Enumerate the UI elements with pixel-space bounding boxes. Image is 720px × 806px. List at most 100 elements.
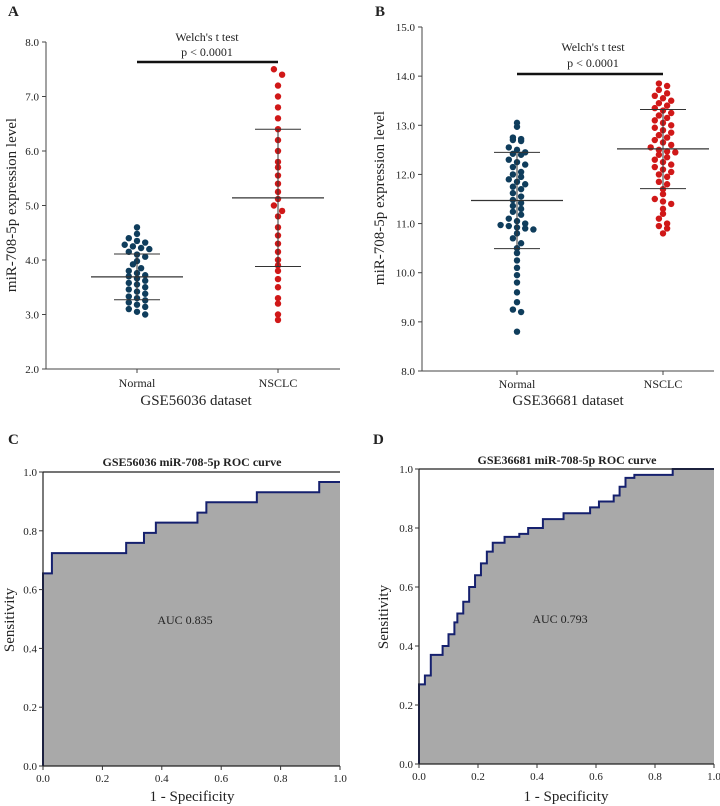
panel-d-xtick-label: 0.6: [589, 771, 603, 783]
panel-b-data-point: [655, 99, 663, 107]
panel-c-xtick-label: 0.0: [36, 773, 50, 785]
panel-a-ytick-label: 5.0: [25, 201, 39, 213]
panel-b-data-point: [505, 144, 512, 151]
panel-letter-a: A: [8, 4, 19, 20]
panel-a-data-point: [274, 267, 282, 275]
panel-b-data-point: [672, 149, 679, 156]
panel-d-xtick-label: 0.2: [471, 771, 485, 783]
panel-b-data-point: [513, 299, 521, 306]
panel-b-data-point: [513, 271, 521, 279]
panel-b-data-point: [509, 208, 517, 215]
panel-c-ytick-label: 0.8: [23, 526, 37, 538]
panel-b-data-point: [530, 226, 537, 233]
panel-c-roc-line: [42, 480, 340, 766]
panel-b-data-point: [517, 193, 525, 200]
panel-b-data-point: [513, 279, 521, 286]
panel-a-nsclc-group: [232, 66, 324, 324]
panel-a-ytick-label: 2.0: [25, 364, 39, 376]
panel-b-data-point: [655, 222, 663, 230]
panel-letter-c: C: [8, 432, 19, 448]
panel-a-data-point: [125, 286, 132, 293]
panel-b-data-point: [655, 171, 663, 178]
panel-a-ytick-label: 7.0: [25, 92, 39, 104]
panel-b-data-point: [659, 205, 667, 213]
panel-b-data-point: [517, 173, 525, 181]
panel-b-data-point: [517, 205, 525, 213]
panel-b-data-point: [651, 163, 658, 171]
panel-b-data-point: [655, 86, 663, 94]
panel-a-data-point: [125, 248, 132, 256]
panel-a-data-point: [133, 230, 141, 238]
panel-b-category-nsclc: NSCLC: [644, 377, 683, 391]
panel-b-data-point: [509, 171, 517, 178]
panel-b-data-point: [522, 220, 529, 227]
panel-b-data-point: [509, 163, 517, 171]
panel-a-data-point: [270, 66, 278, 73]
panel-a-category-nsclc: NSCLC: [259, 376, 298, 390]
panel-a-normal-group: [91, 224, 183, 318]
panel-a-data-point: [133, 224, 141, 231]
panel-b: B miR-708-5p expression level 8.0 9.0 10.0…: [372, 4, 714, 409]
panel-c-ytick-label: 1.0: [23, 467, 37, 479]
panel-d-ytick-label: 0.6: [399, 582, 413, 594]
panel-a-data-point: [142, 277, 149, 284]
panel-d-ytick-label: 0.4: [399, 641, 413, 653]
panel-d-xlabel: 1 - Specificity: [524, 789, 609, 805]
panel-d-ytick-label: 0.8: [399, 523, 413, 535]
panel-b-data-point: [509, 150, 517, 157]
panel-b-data-point: [517, 185, 525, 193]
panel-b-data-point: [509, 136, 517, 144]
panel-b-data-point: [655, 146, 663, 154]
panel-a-data-point: [133, 237, 141, 245]
panel-b-data-point: [513, 146, 521, 154]
panel-d-ytick-label: 1.0: [399, 464, 413, 476]
panel-a-data-point: [274, 316, 282, 324]
panel-b-data-point: [655, 80, 663, 87]
panel-b-data-point: [668, 161, 675, 168]
panel-b-data-point: [651, 195, 658, 203]
panel-b-data-point: [668, 109, 675, 117]
panel-b-data-point: [517, 308, 525, 316]
panel-b-data-point: [509, 306, 517, 313]
panel-a-data-point: [125, 267, 132, 275]
panel-b-data-point: [663, 102, 671, 109]
panel-b-data-point: [659, 210, 667, 217]
panel-letter-b: B: [375, 4, 385, 20]
panel-a-data-point: [142, 239, 149, 246]
panel-b-data-point: [668, 200, 675, 208]
panel-b-data-point: [659, 95, 667, 102]
panel-b-data-point: [663, 181, 671, 188]
panel-a-data-point: [125, 279, 132, 287]
panel-c-xtick-label: 0.8: [274, 773, 288, 785]
panel-a-data-point: [142, 253, 149, 260]
panel-b-data-point: [668, 141, 675, 149]
panel-c-title: GSE56036 miR-708-5p ROC curve: [103, 455, 283, 469]
panel-c-auc-label: AUC 0.835: [157, 613, 212, 627]
panel-c-ytick-label: 0.4: [23, 643, 37, 655]
panel-b-data-point: [651, 156, 658, 163]
panel-a-data-point: [274, 115, 282, 122]
panel-b-data-point: [663, 82, 671, 90]
panel-b-data-point: [509, 235, 517, 242]
panel-c-xtick-label: 0.4: [155, 773, 169, 785]
panel-a-p-value: p < 0.0001: [181, 45, 233, 59]
panel-b-category-normal: Normal: [499, 377, 536, 391]
panel-a-data-point: [137, 244, 145, 252]
panel-a-ytick-label: 4.0: [25, 255, 39, 267]
panel-c-xtick-label: 0.6: [214, 773, 228, 785]
panel-b-data-point: [517, 211, 525, 218]
panel-a-data-point: [129, 243, 137, 250]
panel-b-test-label: Welch's t test: [561, 40, 625, 54]
panel-b-ylabel: miR-708-5p expression level: [372, 111, 388, 285]
panel-a-data-point: [129, 261, 137, 268]
panel-b-data-point: [651, 92, 658, 100]
panel-a-data-point: [142, 284, 149, 291]
panel-a-category-normal: Normal: [119, 376, 156, 390]
panel-d-auc-label: AUC 0.793: [532, 612, 587, 626]
panel-b-nsclc-group: [617, 80, 709, 237]
panel-a-data-point: [270, 202, 278, 209]
panel-b-ytick-label: 8.0: [401, 366, 415, 378]
panel-b-data-point: [659, 230, 667, 237]
panel-b-data-point: [517, 199, 525, 207]
